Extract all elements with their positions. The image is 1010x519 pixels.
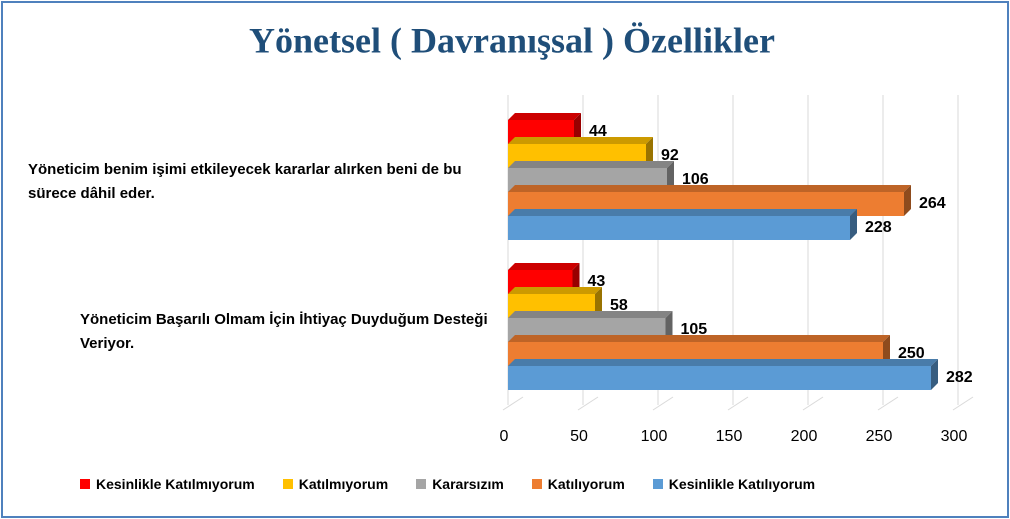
legend-swatch	[416, 479, 427, 489]
legend-label: Kesinlikle Katılıyorum	[668, 476, 816, 492]
legend-swatch	[80, 479, 90, 489]
legend: Kesinlikle Katılmıyorum Katılmıyorum Karar…	[80, 476, 815, 492]
bar-side	[667, 161, 674, 192]
grid-line-depth	[877, 396, 899, 411]
grid-line-depth	[952, 396, 974, 411]
x-tick-label: 300	[941, 428, 968, 445]
legend-swatch	[652, 479, 663, 489]
bar-side	[595, 287, 602, 318]
bar-top	[508, 287, 602, 294]
chart-title: Yönetsel ( Davranışsal ) Özellikler	[249, 20, 775, 60]
bar-side	[883, 335, 890, 366]
legend-item: Katılmıyorum	[282, 476, 389, 492]
bar-side	[931, 359, 938, 390]
bar	[508, 216, 850, 240]
x-tick-label: 150	[716, 428, 743, 445]
data-label: 58	[610, 297, 628, 314]
bar-side	[850, 209, 857, 240]
category-label: Yöneticim benim işimi etkileyecek kararl…	[28, 161, 462, 202]
bar-side	[572, 263, 580, 294]
data-label: 92	[661, 147, 679, 164]
x-tick-label: 200	[791, 428, 818, 445]
data-label: 43	[588, 273, 606, 290]
bar-side	[646, 137, 653, 168]
bar-top	[508, 137, 653, 144]
bar-top	[508, 209, 857, 216]
grid-line-depth	[652, 396, 674, 411]
legend-label: Katılıyorum	[547, 476, 625, 492]
legend-item: Kararsızım	[416, 476, 504, 492]
bar-top	[508, 161, 674, 168]
data-label: 44	[589, 123, 607, 140]
bar-top	[508, 113, 581, 120]
data-label: 250	[898, 345, 925, 362]
legend-swatch	[531, 479, 542, 489]
bar-top	[508, 185, 911, 192]
legend-swatch	[282, 479, 293, 489]
bar-top	[508, 263, 580, 270]
x-tick-label: 100	[641, 428, 668, 445]
bar-side	[574, 113, 581, 144]
grid-line-depth	[802, 396, 824, 411]
bar-top	[508, 311, 673, 318]
x-tick-label: 250	[866, 428, 893, 445]
legend-label: Kararsızım	[432, 476, 504, 492]
legend-item: Katılıyorum	[531, 476, 625, 492]
grid-line-depth	[577, 396, 599, 411]
x-tick-label: 50	[570, 428, 588, 445]
legend-item: Kesinlikle Katılıyorum	[652, 476, 816, 492]
bar	[508, 366, 931, 390]
data-label: 264	[919, 195, 946, 212]
bar-side	[665, 311, 673, 342]
category-label: Yöneticim Başarılı Olmam İçin İhtiyaç Du…	[80, 311, 488, 352]
bar-side	[904, 185, 911, 216]
data-label: 282	[946, 369, 973, 386]
data-label: 228	[865, 219, 892, 236]
legend-item: Kesinlikle Katılmıyorum	[80, 476, 255, 492]
data-label: 106	[682, 171, 709, 188]
bar-top	[508, 359, 938, 366]
bar-top	[508, 335, 890, 342]
x-tick-label: 0	[500, 428, 509, 445]
grid-line-depth	[727, 396, 749, 411]
data-label: 105	[681, 321, 708, 338]
grid-line-depth	[502, 396, 524, 411]
legend-label: Katılmıyorum	[298, 476, 389, 492]
legend-label: Kesinlikle Katılmıyorum	[96, 476, 255, 492]
